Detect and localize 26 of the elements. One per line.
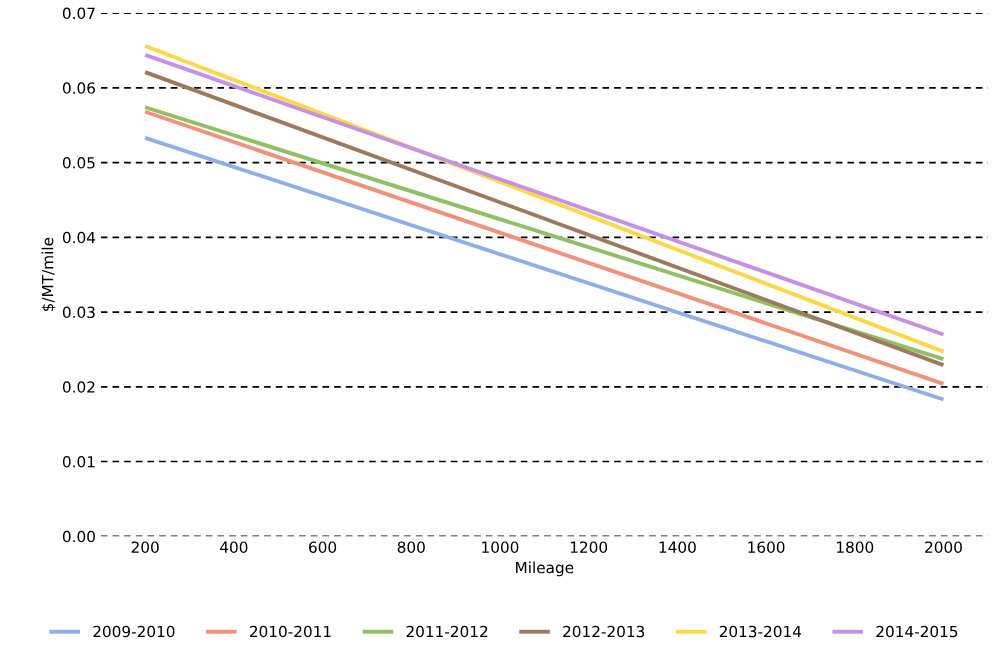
y-tick-label: 0.03 <box>62 306 95 319</box>
legend-label: 2013-2014 <box>719 625 802 638</box>
x-tick-label: 1600 <box>748 541 785 553</box>
x-tick-label: 2000 <box>925 541 962 553</box>
x-tick-label: 1800 <box>837 541 874 553</box>
legend-label: 2011-2012 <box>406 625 488 638</box>
y-tick-label: 0.00 <box>62 530 95 543</box>
x-tick-label: 800 <box>397 541 425 553</box>
x-tick-label: 400 <box>220 541 248 553</box>
x-tick-label: 600 <box>309 541 337 553</box>
y-tick-label: 0.05 <box>62 157 95 169</box>
legend-label: 2014-2015 <box>876 625 958 638</box>
x-tick-label: 1200 <box>570 541 608 553</box>
x-tick-label: 200 <box>131 541 159 553</box>
y-tick-label: 0.02 <box>62 381 95 393</box>
legend-label: 2012-2013 <box>563 625 645 638</box>
y-axis-title: $/MT/mile <box>41 237 56 312</box>
y-tick-label: 0.07 <box>62 7 95 20</box>
legend-label: 2010-2011 <box>249 625 331 638</box>
x-tick-label: 1400 <box>659 541 696 553</box>
legend-label: 2009-2010 <box>93 625 175 638</box>
y-tick-label: 0.06 <box>62 82 95 94</box>
y-tick-label: 0.04 <box>62 231 96 244</box>
x-tick-label: 1000 <box>482 541 519 553</box>
x-axis-title: Mileage <box>516 561 574 577</box>
y-tick-label: 0.01 <box>62 456 95 468</box>
